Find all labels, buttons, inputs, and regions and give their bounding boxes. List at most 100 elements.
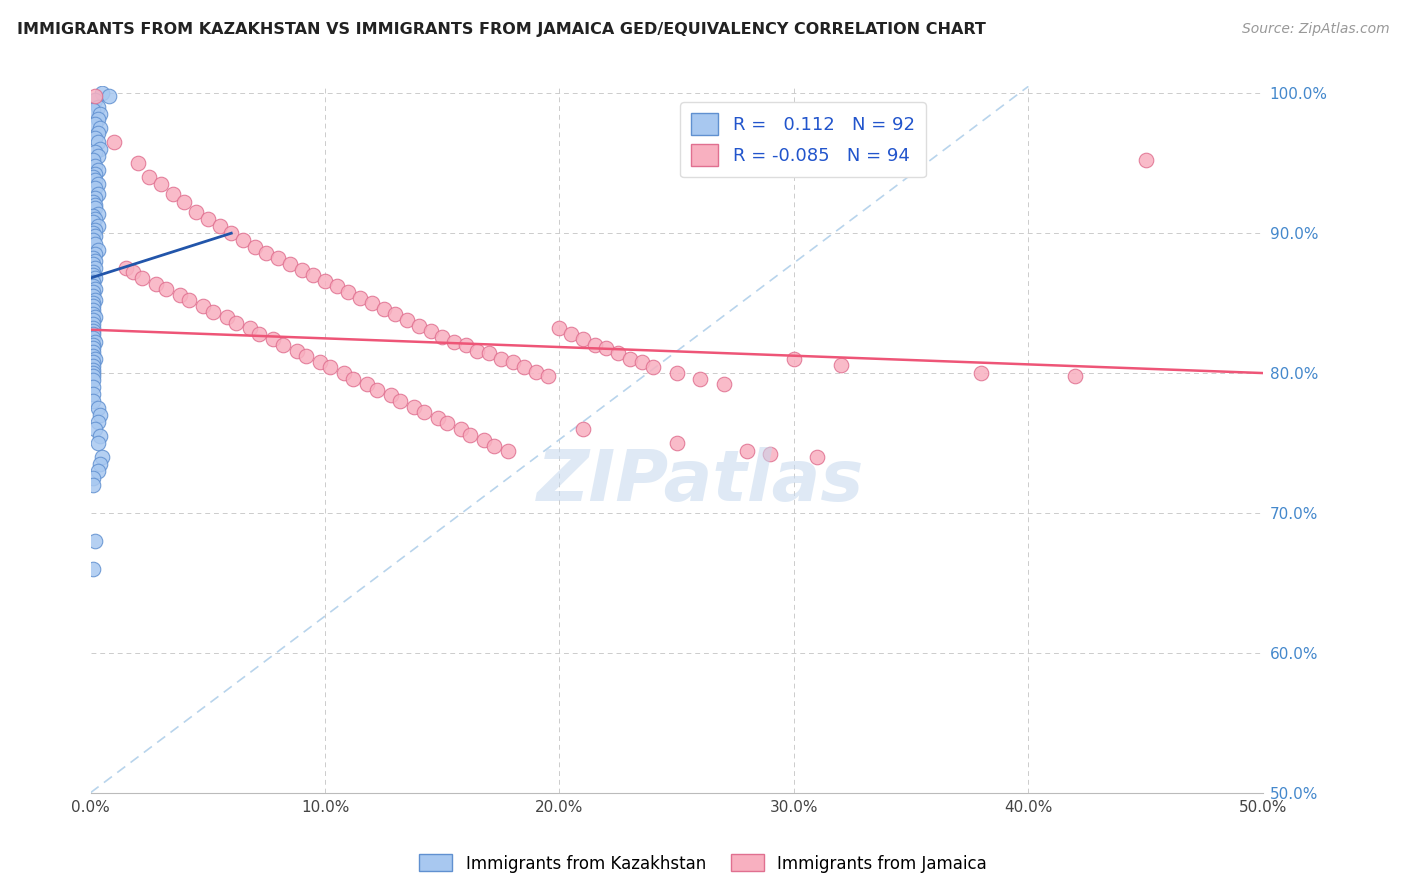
Point xyxy=(82,317,104,331)
Point xyxy=(84,247,107,261)
Point xyxy=(86,126,108,140)
Point xyxy=(84,271,107,285)
Point xyxy=(263,333,285,347)
Point xyxy=(82,341,104,355)
Point xyxy=(82,268,104,282)
Point xyxy=(86,464,108,478)
Point xyxy=(82,252,104,266)
Point xyxy=(89,107,111,121)
Point xyxy=(84,293,107,308)
Point xyxy=(86,136,108,150)
Point xyxy=(333,366,356,380)
Point xyxy=(537,368,560,383)
Point xyxy=(86,219,108,234)
Point xyxy=(389,394,412,409)
Point xyxy=(806,450,828,464)
Point xyxy=(489,352,512,367)
Point xyxy=(380,388,402,402)
Point xyxy=(82,338,104,352)
Point xyxy=(86,243,108,257)
Point xyxy=(783,352,806,367)
Point xyxy=(86,206,108,220)
Point xyxy=(82,307,104,321)
Point xyxy=(759,447,782,461)
Point xyxy=(86,112,108,126)
Point xyxy=(84,212,107,227)
Point xyxy=(82,233,104,247)
Point xyxy=(84,173,107,187)
Point xyxy=(82,210,104,224)
Point xyxy=(98,89,121,103)
Point xyxy=(82,279,104,293)
Point xyxy=(89,408,111,422)
Point xyxy=(665,366,688,380)
Point xyxy=(713,377,735,392)
Point xyxy=(572,333,595,347)
Point xyxy=(82,345,104,359)
Point xyxy=(86,436,108,450)
Point xyxy=(173,195,195,210)
Point xyxy=(82,471,104,485)
Point xyxy=(291,262,314,277)
Point xyxy=(412,405,434,419)
Point xyxy=(82,324,104,338)
Point xyxy=(408,318,430,333)
Point xyxy=(149,178,172,192)
Point xyxy=(84,181,107,195)
Point xyxy=(121,265,143,279)
Point xyxy=(82,380,104,394)
Point xyxy=(232,233,254,247)
Point xyxy=(82,373,104,387)
Point xyxy=(84,237,107,252)
Point xyxy=(82,195,104,210)
Point xyxy=(82,103,104,117)
Point xyxy=(84,310,107,325)
Point xyxy=(84,131,107,145)
Point xyxy=(607,346,630,360)
Point xyxy=(548,321,571,335)
Point xyxy=(131,271,153,285)
Point xyxy=(91,450,114,464)
Point xyxy=(84,117,107,131)
Point xyxy=(361,296,384,310)
Point xyxy=(595,341,617,355)
Point xyxy=(366,383,388,397)
Point xyxy=(84,93,107,107)
Point xyxy=(404,400,426,414)
Point xyxy=(219,226,242,240)
Point xyxy=(643,360,665,375)
Point xyxy=(432,329,454,343)
Point xyxy=(689,371,711,385)
Point xyxy=(342,371,364,385)
Point xyxy=(82,478,104,492)
Point xyxy=(82,355,104,369)
Point xyxy=(302,268,325,282)
Point xyxy=(84,282,107,296)
Point xyxy=(89,121,111,136)
Point xyxy=(84,159,107,173)
Point xyxy=(162,187,184,202)
Point xyxy=(86,187,108,202)
Point xyxy=(82,394,104,409)
Text: Source: ZipAtlas.com: Source: ZipAtlas.com xyxy=(1241,22,1389,37)
Point xyxy=(524,365,547,379)
Point xyxy=(82,153,104,168)
Point xyxy=(419,324,441,338)
Point xyxy=(249,326,271,341)
Point xyxy=(319,360,342,375)
Point xyxy=(239,321,262,335)
Point xyxy=(84,335,107,350)
Point xyxy=(84,89,107,103)
Point xyxy=(89,142,111,156)
Point xyxy=(145,277,167,291)
Point xyxy=(513,360,536,375)
Point xyxy=(278,257,301,271)
Point xyxy=(84,198,107,212)
Point xyxy=(82,215,104,229)
Point xyxy=(177,293,200,308)
Point xyxy=(82,368,104,383)
Point xyxy=(82,170,104,185)
Point xyxy=(349,291,371,305)
Point xyxy=(1064,368,1087,383)
Point xyxy=(467,343,489,358)
